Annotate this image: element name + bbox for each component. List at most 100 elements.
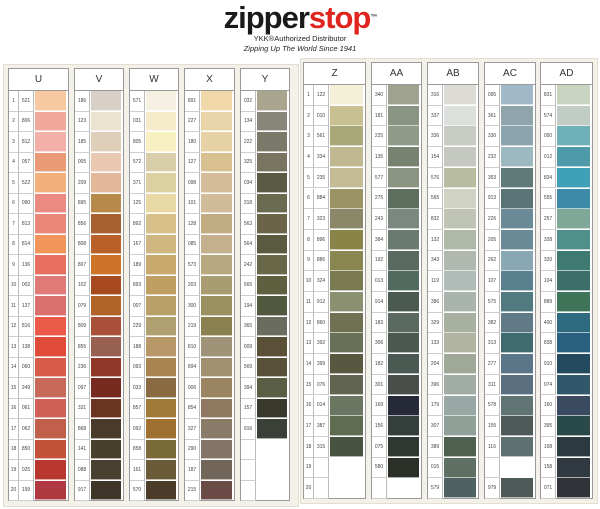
color-swatch: [444, 209, 476, 230]
color-code: 010: [314, 105, 329, 127]
color-swatch: [201, 132, 232, 152]
color-code: 095: [485, 85, 500, 106]
color-swatch: [201, 316, 232, 337]
color-swatch: [146, 419, 176, 439]
color-code: 318: [241, 193, 256, 214]
row-number: 3: [304, 126, 314, 148]
color-swatch: [557, 188, 590, 209]
color-code: 806: [19, 111, 34, 132]
color-code: 227: [185, 111, 200, 132]
color-group-y: Y 032 134 222 325 034 318 563 564 242 565 194 365 009…: [240, 68, 290, 501]
color-swatch: [35, 91, 66, 111]
color-code: 400: [541, 312, 556, 334]
color-code: 569: [241, 357, 256, 378]
row-number: 4: [304, 147, 314, 168]
color-code: 154: [428, 147, 443, 168]
color-swatch: [444, 271, 476, 292]
color-swatch: [257, 419, 287, 439]
color-swatch: [201, 460, 232, 480]
color-code: 807: [75, 255, 90, 276]
color-group-z: Z 1 122 2 010 3 561 4 334 5 235 6 884 7 323 8 896 9 886 10 3…: [303, 62, 366, 499]
row-number: 9: [304, 250, 314, 272]
color-code: 365: [241, 316, 256, 337]
color-swatch: [444, 147, 476, 168]
color-code: 006: [185, 378, 200, 399]
color-group-ad: AD 831 574 050 012 834 555 257 328 320 104 889 400 83…: [540, 62, 593, 499]
color-code: 229: [130, 316, 145, 337]
color-swatch: [201, 480, 232, 501]
color-code: 573: [185, 255, 200, 276]
color-code: 353: [485, 167, 500, 189]
color-code: 325: [241, 152, 256, 173]
color-code: [485, 457, 500, 479]
color-code: 219: [185, 316, 200, 337]
color-swatch: [35, 132, 66, 152]
color-code: 050: [541, 126, 556, 148]
row-number: 20: [9, 480, 19, 501]
color-code: [314, 457, 329, 479]
color-code: 838: [541, 333, 556, 355]
color-code: 262: [485, 250, 500, 272]
color-swatch: [388, 292, 419, 313]
color-swatch: [257, 316, 287, 337]
color-code: 236: [75, 357, 90, 378]
color-swatch: [444, 229, 476, 250]
color-swatch: [557, 167, 590, 188]
color-swatch: [501, 395, 533, 416]
color-code: 232: [485, 147, 500, 168]
color-swatch: [557, 126, 590, 147]
color-code: 912: [314, 292, 329, 313]
color-code: 805: [130, 132, 145, 153]
color-swatch: [201, 419, 232, 439]
color-swatch: [35, 337, 66, 357]
color-code: 187: [185, 460, 200, 481]
color-code: 324: [314, 271, 329, 292]
color-code: 389: [428, 436, 443, 458]
color-swatch: [146, 439, 176, 460]
color-code: 277: [485, 354, 500, 375]
color-swatch: [146, 111, 176, 132]
color-code: 179: [428, 395, 443, 417]
row-number: 12: [9, 316, 19, 337]
color-code: 137: [19, 296, 34, 317]
color-code: 895: [75, 193, 90, 214]
color-swatch: [201, 214, 232, 234]
color-code: 194: [241, 296, 256, 317]
color-group-ac: AC 095 361 330 232 353 913 226 205 262 107 575 382 31…: [484, 62, 536, 499]
color-code: 891: [185, 91, 200, 112]
group-label: AB: [428, 63, 478, 85]
color-code: [241, 439, 256, 460]
color-swatch: [91, 193, 121, 214]
color-swatch: [501, 229, 533, 250]
color-code: 857: [130, 398, 145, 419]
color-swatch: [257, 152, 287, 173]
color-code: 311: [485, 374, 500, 396]
color-code: 209: [75, 173, 90, 194]
color-code: 119: [428, 271, 443, 292]
color-code: 102: [75, 275, 90, 296]
color-swatch: [330, 271, 363, 292]
color-code: 160: [541, 395, 556, 417]
color-code: 392: [314, 333, 329, 355]
row-number: 15: [304, 374, 314, 396]
color-code: 085: [185, 234, 200, 255]
color-code: 576: [428, 167, 443, 189]
row-number: 8: [9, 234, 19, 255]
color-code: 093: [130, 357, 145, 378]
color-code: 183: [372, 312, 387, 334]
color-swatch: [388, 167, 419, 188]
color-code: 521: [19, 91, 34, 112]
color-code: 917: [75, 480, 90, 501]
color-code: 336: [428, 126, 443, 148]
color-code: 132: [428, 229, 443, 251]
color-code: 913: [485, 188, 500, 210]
color-code: 320: [541, 250, 556, 272]
row-number: 5: [304, 167, 314, 189]
color-swatch: [444, 85, 476, 106]
color-code: 300: [185, 296, 200, 317]
color-swatch: [444, 105, 476, 126]
color-swatch: [330, 395, 363, 416]
color-swatch: [35, 357, 66, 378]
color-swatch: [501, 167, 533, 188]
color-swatch: [257, 91, 287, 111]
